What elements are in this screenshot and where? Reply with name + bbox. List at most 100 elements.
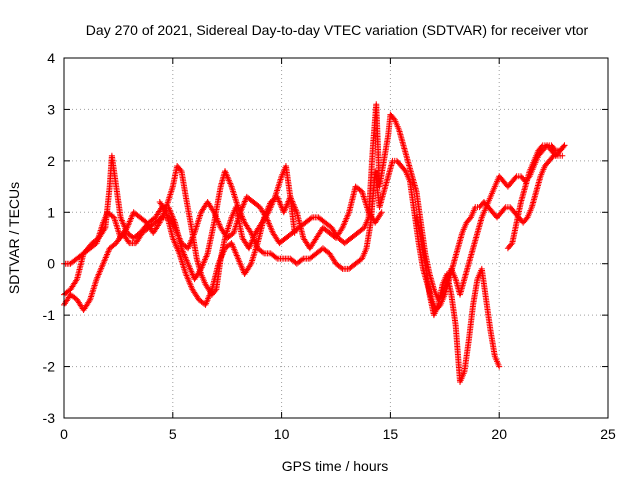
trace-marker [226, 222, 233, 229]
trace-marker [194, 221, 201, 228]
y-tick-label: 0 [47, 256, 55, 272]
trace-marker [501, 205, 508, 212]
trace-marker [247, 228, 254, 235]
trace-marker [157, 215, 164, 222]
y-tick-label: -3 [43, 410, 56, 426]
trace-marker [193, 223, 200, 230]
trace-marker [169, 185, 176, 192]
x-tick-label: 5 [169, 426, 177, 442]
axis-tick-labels: 0 5 10 15 20 25 -3 -2 -1 0 1 2 3 4 [43, 50, 616, 442]
trace-marker [275, 182, 282, 189]
trace-marker [115, 227, 122, 234]
trace-marker [165, 197, 172, 204]
trace-marker [277, 178, 284, 185]
x-tick-label: 20 [491, 426, 507, 442]
x-tick-label: 10 [274, 426, 290, 442]
y-tick-label: 2 [47, 153, 55, 169]
trace-marker [274, 187, 281, 194]
x-tick-label: 0 [60, 426, 68, 442]
plot-border [63, 57, 609, 419]
trace-marker [114, 223, 121, 230]
trace-marker [508, 241, 515, 248]
trace-marker [276, 179, 283, 186]
trace-marker [195, 218, 202, 225]
trace-marker [232, 194, 239, 201]
trace-marker [194, 220, 201, 227]
data-point [561, 142, 568, 149]
trace-marker [231, 193, 238, 200]
trace-marker [226, 220, 233, 227]
trace-marker [307, 215, 314, 222]
trace-marker [168, 186, 175, 193]
trace-marker [88, 291, 95, 298]
x-tick-label: 15 [383, 426, 399, 442]
trace-marker [250, 254, 257, 261]
trace-marker [338, 226, 345, 233]
data-points [61, 101, 568, 385]
trace-marker [232, 225, 239, 232]
trace-marker [247, 262, 254, 269]
trace-marker [538, 143, 545, 150]
series-5 [413, 214, 503, 385]
trace-marker [162, 207, 169, 214]
trace-marker [512, 174, 519, 181]
trace-marker [251, 249, 258, 256]
trace-marker [338, 264, 345, 271]
trace-marker [90, 287, 97, 294]
trace-marker [273, 189, 280, 196]
x-axis-label: GPS time / hours [282, 458, 389, 474]
data-point [559, 152, 566, 159]
chart-title: Day 270 of 2021, Sidereal Day-to-day VTE… [86, 22, 589, 38]
trace-marker [89, 290, 96, 297]
trace-marker [225, 225, 232, 232]
trace-marker [251, 251, 258, 258]
trace-marker [113, 222, 120, 229]
trace-marker [210, 207, 217, 214]
data-point [378, 209, 385, 216]
trace-marker [360, 193, 367, 200]
y-axis-label: SDTVAR / TECUs [6, 182, 22, 294]
series-6 [504, 142, 568, 252]
trace-marker [272, 254, 279, 261]
trace-marker [73, 277, 80, 284]
trace-marker [165, 196, 172, 203]
trace-marker [113, 220, 120, 227]
trace-marker [361, 195, 368, 202]
trace-marker [377, 210, 384, 217]
trace-marker [92, 280, 99, 287]
trace-marker [112, 219, 119, 226]
trace-marker [125, 238, 132, 245]
trace-marker [274, 185, 281, 192]
trace-marker [227, 219, 234, 226]
trace-marker [86, 298, 93, 305]
trace-marker [177, 166, 184, 173]
trace-marker [233, 197, 240, 204]
trace-marker [299, 256, 306, 263]
trace-marker [196, 215, 203, 222]
series-2 [61, 152, 566, 313]
trace-marker [232, 196, 239, 203]
trace-marker [250, 252, 257, 259]
trace-marker [560, 143, 567, 150]
trace-marker [171, 223, 178, 230]
trace-marker [167, 191, 174, 198]
trace-marker [197, 267, 204, 274]
trace-marker [91, 282, 98, 289]
trace-marker [230, 189, 237, 196]
y-tick-label: 4 [47, 50, 55, 66]
trace-marker [89, 288, 96, 295]
y-tick-label: -2 [43, 359, 56, 375]
trace-marker [233, 199, 240, 206]
series-4 [156, 183, 385, 308]
trace-marker [249, 255, 256, 262]
trace-marker [230, 188, 237, 195]
y-tick-label: 1 [47, 204, 55, 220]
trace-marker [401, 166, 408, 173]
trace-marker [166, 194, 173, 201]
trace-marker [259, 249, 266, 256]
trace-marker [196, 214, 203, 221]
trace-marker [114, 225, 121, 232]
trace-marker [91, 284, 98, 291]
trace-marker [101, 226, 108, 233]
